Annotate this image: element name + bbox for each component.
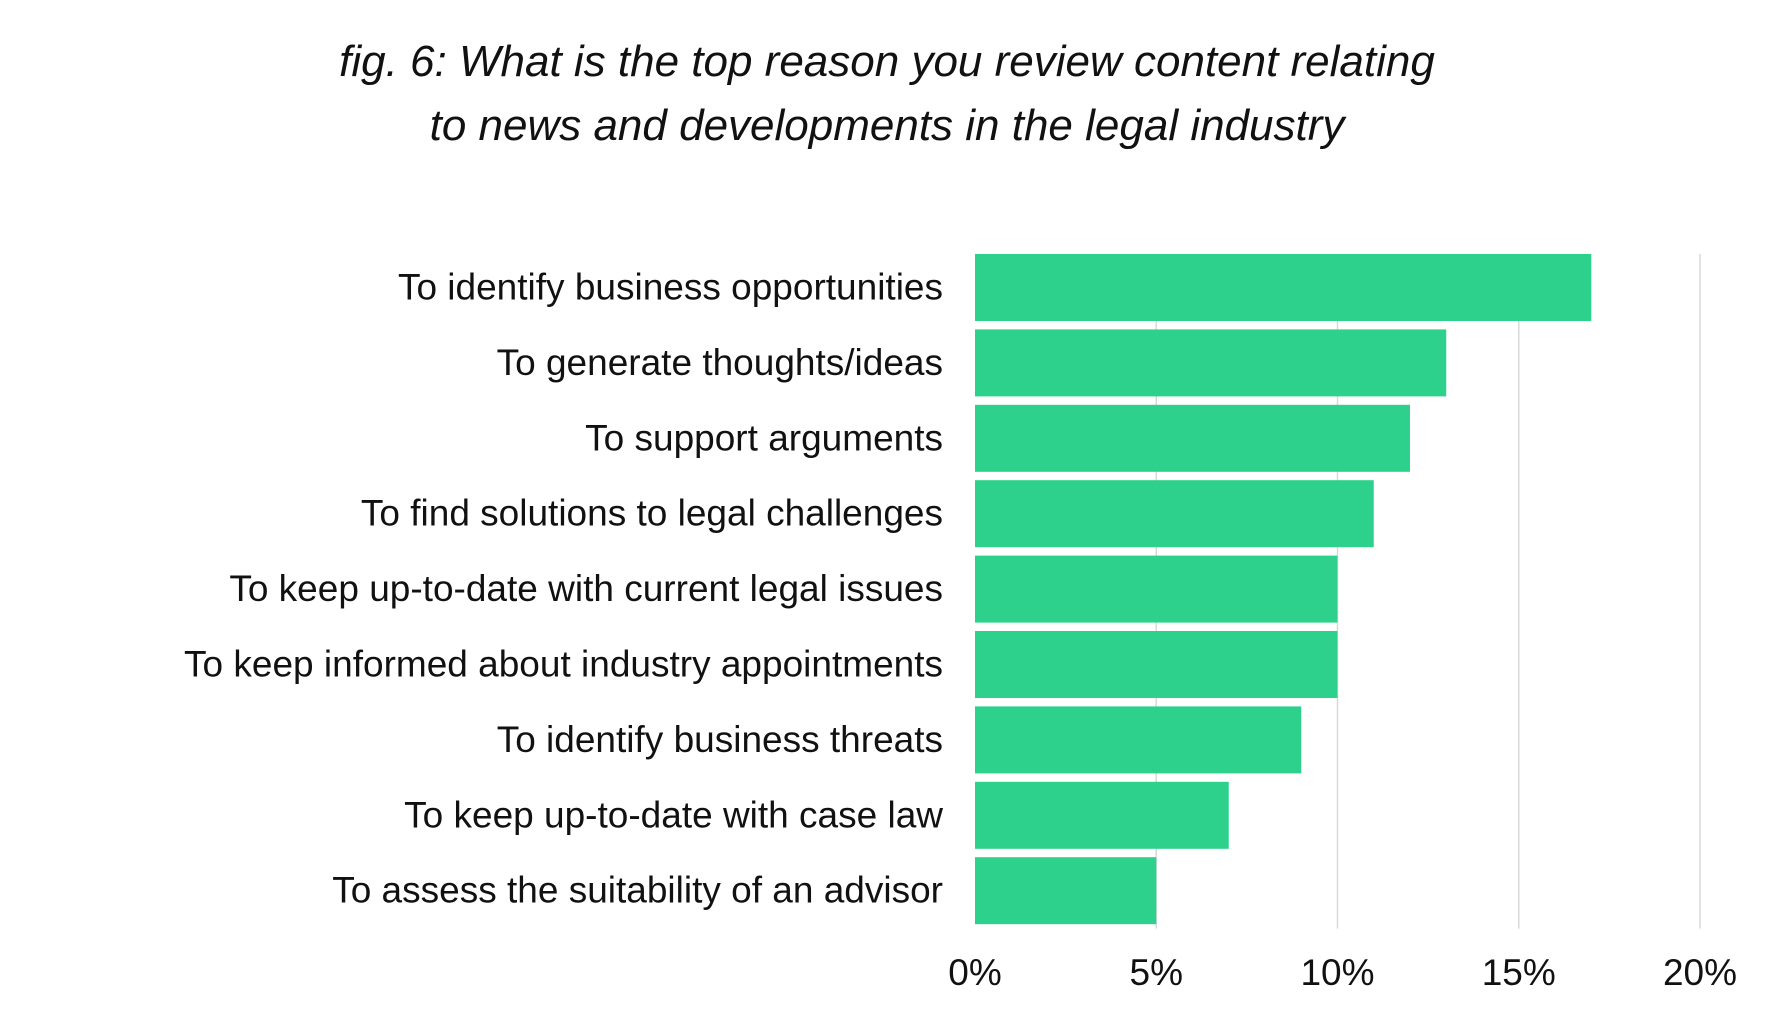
x-tick-label: 10% (1300, 952, 1374, 993)
x-axis-tick-labels: 0% 5% 10% 15% 20% (948, 952, 1737, 993)
category-label: To keep up-to-date with current legal is… (229, 568, 943, 609)
category-label: To support arguments (585, 417, 943, 458)
category-label: To keep informed about industry appointm… (184, 644, 943, 685)
category-label: To generate thoughts/ideas (497, 342, 943, 383)
bar (975, 480, 1374, 548)
bar (975, 329, 1447, 397)
category-label: To assess the suitability of an advisor (332, 870, 943, 911)
bar (975, 781, 1229, 849)
category-label: To identify business threats (497, 719, 943, 760)
bar (975, 404, 1410, 472)
chart-title-line-2: to news and developments in the legal in… (429, 101, 1345, 150)
x-tick-label: 20% (1663, 952, 1737, 993)
category-label: To find solutions to legal challenges (361, 493, 943, 534)
bar (975, 857, 1157, 925)
bar (975, 631, 1338, 698)
x-tick-label: 0% (948, 952, 1001, 993)
x-tick-label: 15% (1482, 952, 1556, 993)
category-labels: To identify business opportunities To gen… (184, 267, 943, 911)
bar (975, 555, 1338, 623)
x-tick-label: 5% (1130, 952, 1183, 993)
bar (975, 254, 1592, 321)
category-label: To identify business opportunities (398, 267, 943, 308)
bars (975, 254, 1592, 925)
category-label: To keep up-to-date with case law (404, 794, 943, 835)
bar (975, 706, 1302, 774)
chart-title-line-1: fig. 6: What is the top reason you revie… (339, 37, 1435, 86)
chart-title: fig. 6: What is the top reason you revie… (0, 30, 1774, 158)
